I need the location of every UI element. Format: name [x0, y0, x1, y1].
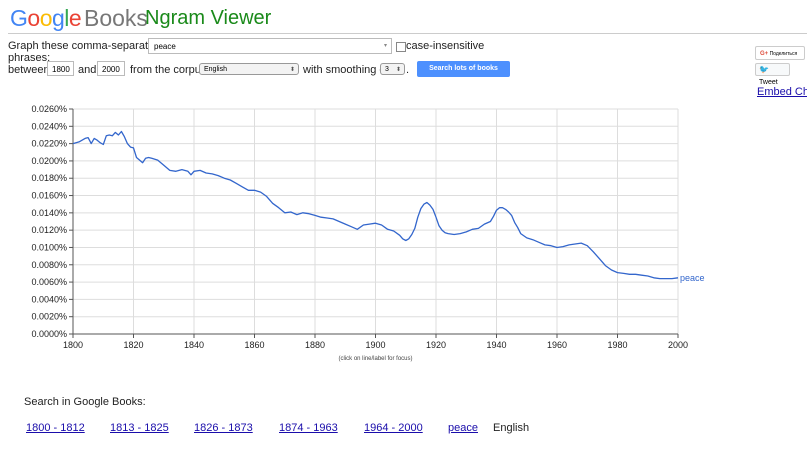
query-input[interactable]: peace ▾: [148, 38, 392, 54]
series-line-peace[interactable]: [72, 130, 679, 280]
gplus-share-button[interactable]: G+ Поделиться: [755, 46, 805, 60]
search-button[interactable]: Search lots of books: [417, 61, 510, 77]
chart-focus-note: (click on line/label for focus): [338, 356, 412, 362]
y-tick-label: 0.0000%: [31, 329, 67, 339]
case-insensitive-label: case-insensitive: [406, 40, 485, 52]
y-tick-label: 0.0240%: [31, 121, 67, 131]
search-in-books-label: Search in Google Books:: [24, 396, 146, 408]
y-tick-label: 0.0040%: [31, 294, 67, 304]
x-tick-label: 1940: [486, 340, 506, 350]
graph-label: Graph these comma-separated: [8, 40, 161, 52]
embed-chart-link[interactable]: Embed Cha: [757, 86, 807, 98]
y-tick-label: 0.0220%: [31, 139, 67, 149]
year-end-input[interactable]: 2000: [97, 61, 125, 76]
x-tick-label: 1920: [426, 340, 446, 350]
series-label-peace[interactable]: peace: [680, 273, 705, 283]
range-link-1813-1825[interactable]: 1813 - 1825: [110, 422, 169, 434]
x-tick-label: 2000: [668, 340, 688, 350]
corpus-select[interactable]: English ⬍: [199, 63, 299, 75]
smoothing-label: with smoothing of: [303, 64, 389, 76]
tweet-label: Tweet: [759, 79, 778, 86]
y-tick-label: 0.0260%: [31, 104, 67, 114]
app-title: Ngram Viewer: [145, 7, 272, 29]
y-tick-label: 0.0060%: [31, 277, 67, 287]
gplus-icon: G+: [760, 51, 769, 57]
range-link-1964-2000[interactable]: 1964 - 2000: [364, 422, 423, 434]
smoothing-value: 3: [385, 66, 389, 73]
google-logo-text: Google: [10, 5, 82, 31]
x-tick-label: 1900: [365, 340, 385, 350]
x-tick-label: 1980: [607, 340, 627, 350]
between-label: between: [8, 64, 50, 76]
x-tick-label: 1960: [547, 340, 567, 350]
query-dropdown-icon[interactable]: ▾: [383, 43, 387, 49]
x-tick-label: 1880: [305, 340, 325, 350]
x-tick-label: 1840: [184, 340, 204, 350]
and-label: and: [78, 64, 97, 76]
y-tick-label: 0.0140%: [31, 208, 67, 218]
period: .: [406, 64, 410, 76]
tweet-button[interactable]: 🐦 Tweet: [755, 63, 790, 86]
corpus-text: English: [493, 422, 530, 434]
y-tick-label: 0.0020%: [31, 312, 67, 322]
twitter-bird-icon: 🐦: [759, 65, 769, 74]
x-tick-label: 1860: [244, 340, 264, 350]
term-link[interactable]: peace: [448, 422, 478, 434]
x-tick-label: 1800: [63, 340, 83, 350]
smoothing-select[interactable]: 3 ⬍: [380, 63, 405, 75]
corpus-label: from the corpus: [130, 64, 207, 76]
y-tick-label: 0.0120%: [31, 225, 67, 235]
range-link-1800-1812[interactable]: 1800 - 1812: [26, 422, 85, 434]
query-value: peace: [154, 42, 176, 51]
google-logo[interactable]: Google: [10, 5, 82, 32]
case-insensitive-checkbox[interactable]: [396, 42, 406, 52]
x-tick-label: 1820: [123, 340, 143, 350]
gplus-label: Поделиться: [769, 51, 798, 57]
range-link-1826-1873[interactable]: 1826 - 1873: [194, 422, 253, 434]
corpus-value: English: [204, 66, 227, 73]
y-tick-label: 0.0200%: [31, 156, 67, 166]
books-wordmark: Books: [84, 5, 148, 31]
y-tick-label: 0.0180%: [31, 173, 67, 183]
range-link-1874-1963[interactable]: 1874 - 1963: [279, 422, 338, 434]
y-tick-label: 0.0160%: [31, 191, 67, 201]
ngram-chart[interactable]: 0.0000% 0.0020% 0.0040% 0.0060% 0.0080% 0.010…: [0, 95, 760, 370]
year-start-input[interactable]: 1800: [47, 61, 74, 76]
y-tick-label: 0.0100%: [31, 242, 67, 252]
select-arrows-icon: ⬍: [289, 67, 295, 73]
select-arrows-icon: ⬍: [395, 67, 401, 73]
y-tick-label: 0.0080%: [31, 260, 67, 270]
header-divider: [8, 33, 807, 34]
phrases-label: phrases:: [8, 52, 51, 64]
